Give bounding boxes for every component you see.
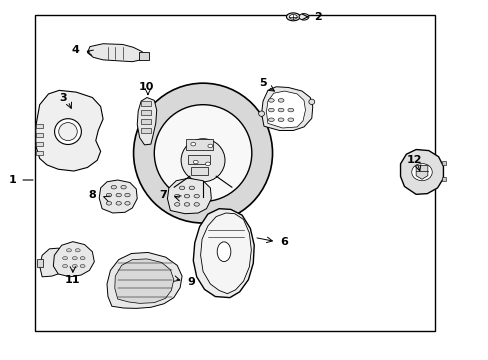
Ellipse shape	[55, 119, 81, 144]
Ellipse shape	[268, 118, 274, 122]
Bar	[141, 110, 151, 116]
Ellipse shape	[278, 108, 284, 112]
Ellipse shape	[287, 118, 293, 122]
Polygon shape	[115, 259, 173, 303]
Bar	[36, 150, 43, 155]
Text: 3: 3	[59, 93, 67, 103]
Bar	[141, 119, 151, 125]
Polygon shape	[137, 98, 157, 145]
Bar	[36, 141, 43, 146]
Text: 9: 9	[186, 277, 194, 287]
Text: 8: 8	[88, 190, 96, 201]
Bar	[139, 51, 149, 59]
Ellipse shape	[289, 14, 297, 19]
Polygon shape	[167, 178, 211, 214]
Bar	[35, 15, 434, 330]
Ellipse shape	[217, 242, 230, 262]
Ellipse shape	[174, 194, 180, 198]
Ellipse shape	[308, 99, 314, 104]
Ellipse shape	[190, 142, 195, 146]
Polygon shape	[415, 166, 427, 179]
Ellipse shape	[207, 144, 212, 148]
Ellipse shape	[286, 13, 300, 21]
Bar	[36, 133, 43, 137]
Ellipse shape	[62, 265, 67, 268]
Ellipse shape	[66, 249, 71, 252]
Bar	[36, 124, 43, 128]
Ellipse shape	[106, 202, 111, 205]
Ellipse shape	[124, 202, 130, 205]
Ellipse shape	[75, 249, 80, 252]
Polygon shape	[200, 213, 251, 294]
Bar	[188, 155, 210, 164]
Ellipse shape	[194, 194, 199, 198]
Bar	[37, 259, 43, 267]
Polygon shape	[53, 242, 94, 277]
Bar	[441, 177, 445, 181]
Ellipse shape	[116, 193, 121, 197]
Text: 1: 1	[9, 175, 17, 185]
Bar	[141, 101, 151, 107]
Ellipse shape	[72, 257, 77, 260]
Ellipse shape	[287, 108, 293, 112]
Polygon shape	[266, 91, 305, 128]
Text: 4: 4	[72, 45, 80, 55]
Bar	[441, 161, 445, 165]
Ellipse shape	[184, 194, 189, 198]
Bar	[141, 128, 151, 134]
Ellipse shape	[194, 203, 199, 206]
Ellipse shape	[121, 185, 126, 189]
Polygon shape	[261, 87, 312, 131]
Ellipse shape	[111, 185, 116, 189]
Ellipse shape	[278, 118, 284, 122]
Ellipse shape	[189, 186, 194, 190]
Ellipse shape	[181, 139, 224, 182]
Text: 12: 12	[406, 155, 421, 165]
Ellipse shape	[299, 14, 308, 20]
Ellipse shape	[80, 265, 85, 268]
Text: 11: 11	[65, 275, 81, 285]
Ellipse shape	[411, 163, 431, 181]
Ellipse shape	[106, 193, 111, 197]
Ellipse shape	[59, 123, 77, 140]
Ellipse shape	[193, 160, 198, 164]
Polygon shape	[87, 44, 144, 62]
Polygon shape	[99, 180, 137, 213]
Ellipse shape	[258, 111, 264, 116]
Ellipse shape	[62, 257, 67, 260]
Text: 7: 7	[160, 190, 167, 201]
Text: 10: 10	[138, 82, 153, 93]
Ellipse shape	[268, 99, 274, 102]
Ellipse shape	[174, 203, 180, 206]
Ellipse shape	[80, 257, 85, 260]
Bar	[185, 139, 212, 149]
Polygon shape	[36, 90, 103, 171]
Ellipse shape	[154, 105, 251, 202]
Ellipse shape	[72, 265, 77, 268]
Ellipse shape	[205, 162, 210, 166]
Bar	[190, 167, 207, 175]
Polygon shape	[400, 149, 443, 194]
Ellipse shape	[278, 99, 284, 102]
Polygon shape	[40, 248, 68, 277]
Ellipse shape	[179, 186, 184, 190]
Ellipse shape	[184, 203, 189, 206]
Polygon shape	[193, 209, 254, 298]
Text: 6: 6	[280, 237, 287, 247]
Ellipse shape	[124, 193, 130, 197]
Ellipse shape	[268, 108, 274, 112]
Ellipse shape	[116, 202, 121, 205]
Polygon shape	[107, 252, 182, 309]
Text: 5: 5	[259, 78, 266, 88]
Text: 2: 2	[314, 12, 321, 22]
Ellipse shape	[133, 83, 272, 223]
